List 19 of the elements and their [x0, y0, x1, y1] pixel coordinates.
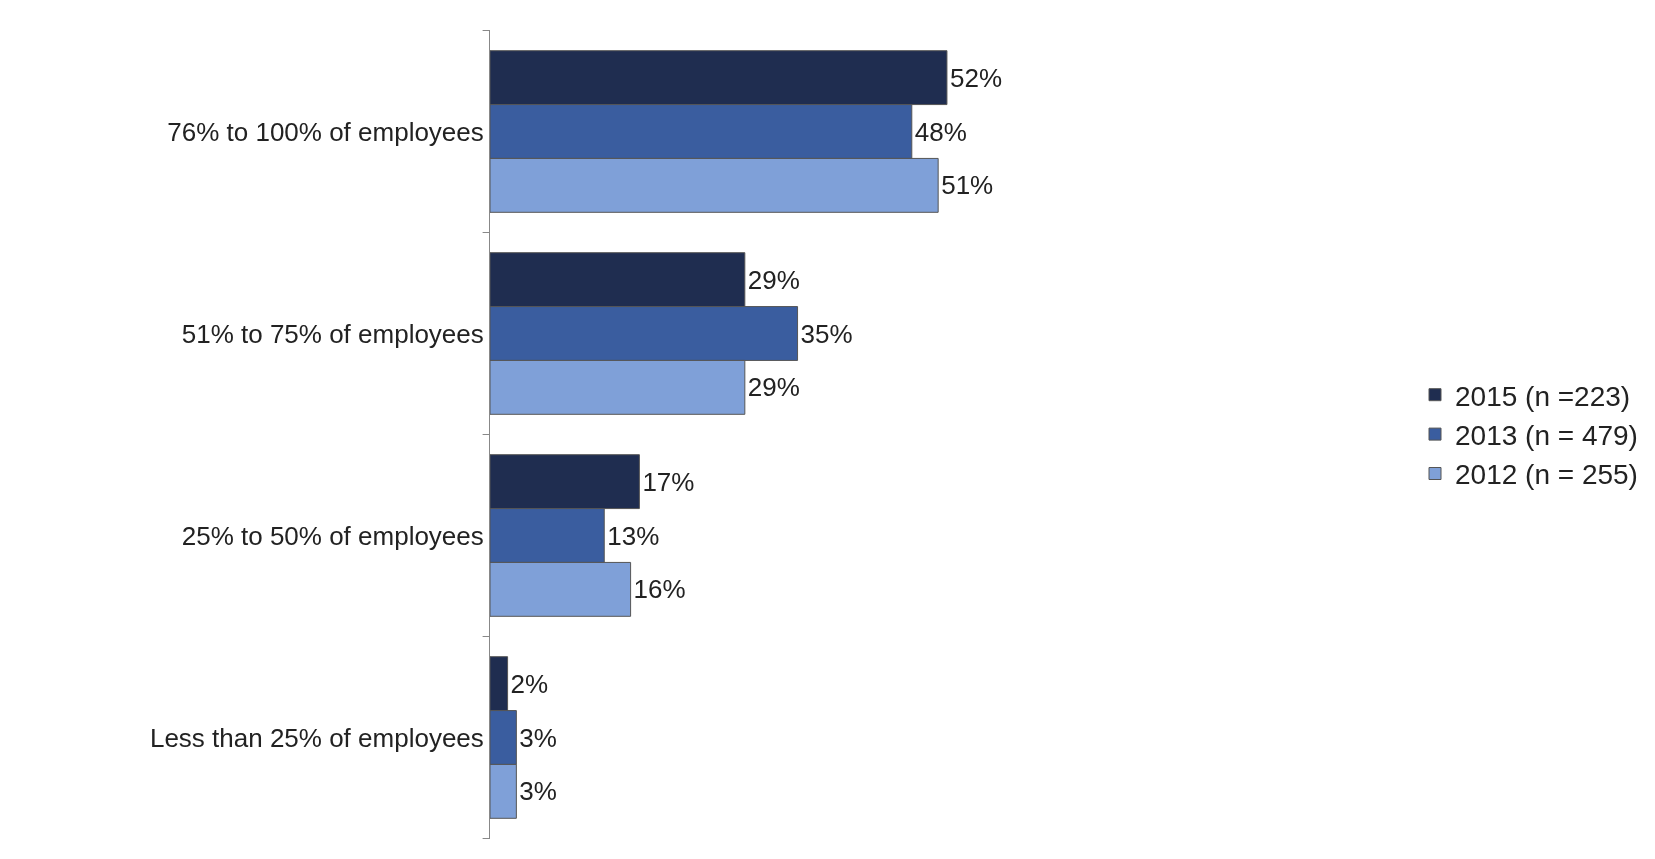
legend-label: 2013 (n = 479): [1455, 420, 1638, 452]
data-label: 17%: [642, 466, 695, 497]
data-label: 16%: [633, 574, 686, 605]
data-label: 51%: [941, 170, 994, 201]
legend-label: 2012 (n = 255): [1455, 459, 1638, 491]
data-label: 29%: [747, 264, 800, 295]
data-label: 2%: [510, 668, 549, 699]
data-label: 13%: [607, 520, 660, 551]
data-label: 52%: [949, 62, 1002, 93]
data-label: 29%: [747, 372, 800, 403]
y-tick-label: 51% to 75% of employees: [181, 318, 484, 349]
legend-label: 2015 (n =223): [1455, 380, 1631, 412]
data-label: 35%: [800, 318, 853, 349]
data-label: 48%: [914, 116, 967, 147]
data-label: 3%: [519, 776, 557, 807]
y-tick-label: Less than 25% of employees: [149, 722, 484, 753]
y-tick-label: 76% to 100% of employees: [167, 116, 484, 147]
y-tick-label: 25% to 50% of employees: [181, 520, 484, 551]
data-label: 3%: [519, 722, 557, 753]
